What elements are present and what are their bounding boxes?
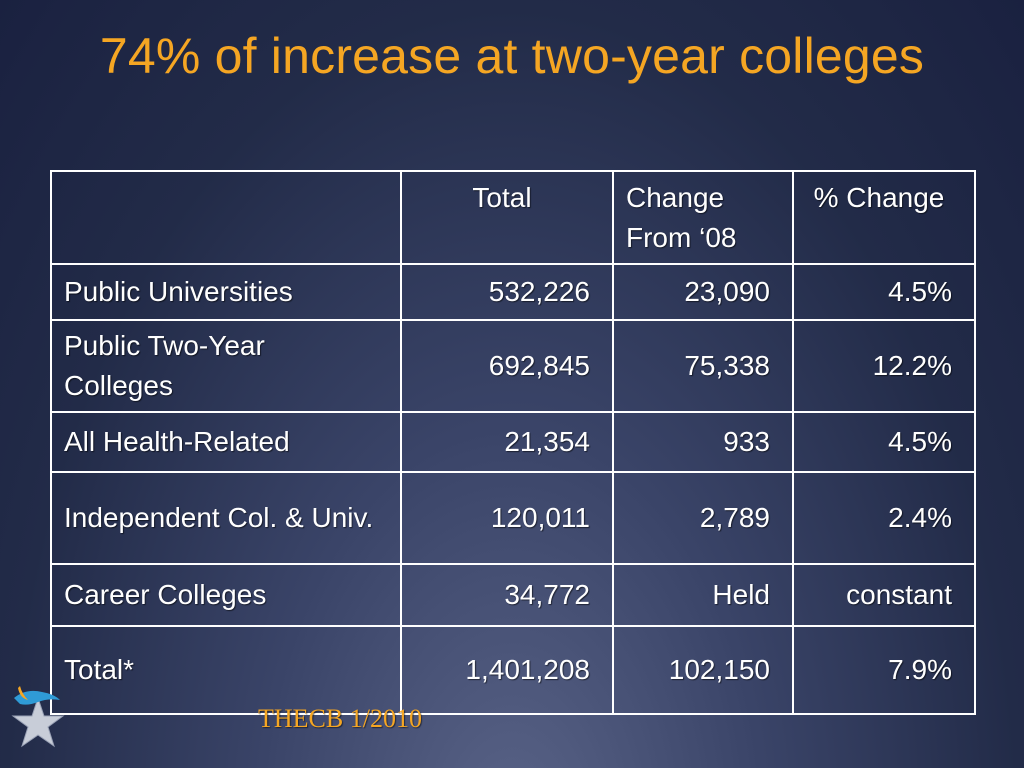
star-with-bird-logo-icon: [11, 686, 65, 748]
table-row: All Health-Related 21,354 933 4.5%: [50, 411, 976, 473]
cell-change: 75,338: [612, 319, 794, 413]
logo-star-shape: [11, 696, 65, 748]
cell-pct: 12.2%: [792, 319, 976, 413]
cell-pct: 2.4%: [792, 471, 976, 565]
cell-change: 23,090: [612, 263, 794, 321]
cell-total: 532,226: [400, 263, 614, 321]
cell-total: 692,845: [400, 319, 614, 413]
header-cell-change: Change From ‘08: [612, 170, 794, 265]
table-row: Independent Col. & Univ. 120,011 2,789 2…: [50, 471, 976, 565]
row-label: Total*: [50, 625, 402, 715]
header-cell-pct-change: % Change: [792, 170, 976, 265]
slide-title: 74% of increase at two-year colleges: [99, 28, 925, 84]
row-label: Public Two-Year Colleges: [50, 319, 402, 413]
table-row: Total* 1,401,208 102,150 7.9%: [50, 625, 976, 715]
cell-total: 1,401,208: [400, 625, 614, 715]
cell-pct: constant: [792, 563, 976, 627]
cell-total: 34,772: [400, 563, 614, 627]
row-label: Career Colleges: [50, 563, 402, 627]
cell-pct: 4.5%: [792, 263, 976, 321]
header-cell-empty: [50, 170, 402, 265]
cell-pct: 4.5%: [792, 411, 976, 473]
cell-change: 2,789: [612, 471, 794, 565]
table-row: Career Colleges 34,772 Held constant: [50, 563, 976, 627]
logo-bird-shape: [14, 690, 60, 705]
cell-change: Held: [612, 563, 794, 627]
footer-source: THECB 1/2010: [258, 704, 422, 733]
table-row: Public Two-Year Colleges 692,845 75,338 …: [50, 319, 976, 413]
row-label: Independent Col. & Univ.: [50, 471, 402, 565]
row-label: Public Universities: [50, 263, 402, 321]
logo-wing-shape: [18, 686, 28, 700]
cell-total: 21,354: [400, 411, 614, 473]
cell-change: 933: [612, 411, 794, 473]
table-row: Public Universities 532,226 23,090 4.5%: [50, 263, 976, 321]
table-header-row: Total Change From ‘08 % Change: [50, 170, 976, 265]
cell-total: 120,011: [400, 471, 614, 565]
header-cell-total: Total: [400, 170, 614, 265]
enrollment-table: Total Change From ‘08 % Change Public Un…: [50, 170, 976, 715]
row-label: All Health-Related: [50, 411, 402, 473]
cell-change: 102,150: [612, 625, 794, 715]
cell-pct: 7.9%: [792, 625, 976, 715]
